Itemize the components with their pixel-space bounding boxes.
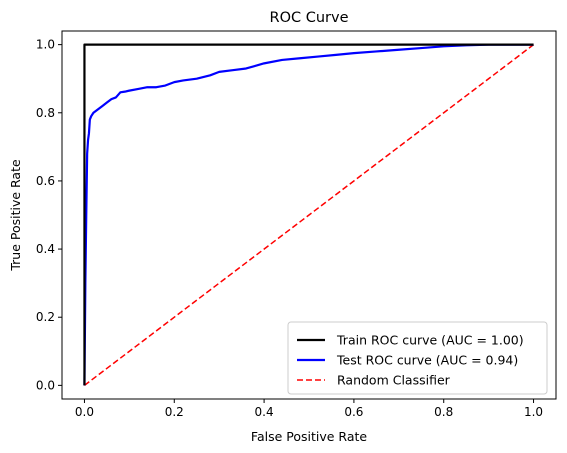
series-line-2 [83, 44, 535, 386]
y-tick-label: 0.6 [36, 174, 55, 188]
x-axis-label: False Positive Rate [251, 429, 367, 444]
series-line-0 [83, 43, 534, 386]
x-tick-label: 1.0 [524, 405, 543, 419]
plot-frame [61, 30, 557, 400]
y-tick-label: 0.2 [36, 310, 55, 324]
x-tick-label: 0.0 [75, 405, 94, 419]
y-axis-ticks: 0.0 0.2 0.4 0.6 0.8 1.0 [36, 38, 62, 392]
y-tick-label: 0.8 [36, 106, 55, 120]
legend-frame [287, 321, 548, 395]
legend-label-1: Test ROC curve (AUC = 0.94) [336, 353, 518, 368]
series-layer [83, 43, 535, 386]
x-tick-label: 0.6 [344, 405, 363, 419]
legend: Train ROC curve (AUC = 1.00) Test ROC cur… [287, 321, 548, 395]
y-tick-label: 1.0 [36, 38, 55, 52]
chart-title: ROC Curve [270, 10, 349, 26]
x-tick-label: 0.2 [165, 405, 184, 419]
plot-area: 0.0 0.2 0.4 0.6 0.8 1.0 0.0 0.2 0.4 0.6 0.8 1.0 [36, 30, 557, 419]
legend-label-2: Random Classifier [337, 373, 451, 388]
series-line-1 [83, 43, 534, 386]
x-tick-label: 0.8 [434, 405, 453, 419]
y-tick-label: 0.4 [36, 242, 55, 256]
x-tick-label: 0.4 [255, 405, 274, 419]
y-axis-label: True Positive Rate [8, 159, 23, 272]
legend-label-0: Train ROC curve (AUC = 1.00) [336, 333, 524, 348]
x-axis-ticks: 0.0 0.2 0.4 0.6 0.8 1.0 [75, 399, 543, 419]
y-tick-label: 0.0 [36, 378, 55, 392]
